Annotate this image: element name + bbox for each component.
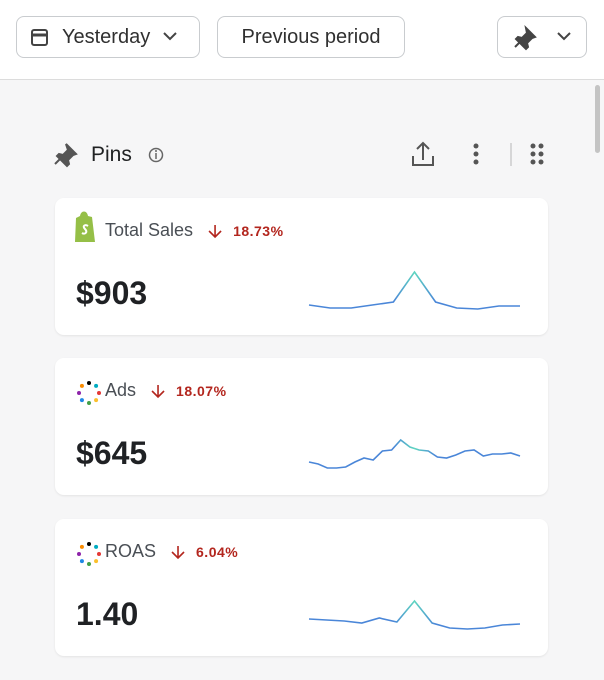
logo-dot bbox=[97, 552, 101, 556]
compare-label: Previous period bbox=[241, 25, 381, 48]
shopify-s bbox=[81, 224, 89, 235]
sparkline bbox=[308, 270, 520, 310]
shopify-icon bbox=[75, 211, 95, 242]
metric-change: 6.04% bbox=[196, 544, 239, 560]
header-icons bbox=[54, 141, 544, 168]
card-graphics bbox=[77, 381, 521, 469]
metric-value: $645 bbox=[76, 435, 148, 471]
logo-dot bbox=[79, 398, 84, 403]
date-label: Yesterday bbox=[62, 25, 151, 48]
metric-value: 1.40 bbox=[76, 596, 139, 632]
sparkline bbox=[308, 599, 521, 630]
logo-dot bbox=[77, 552, 81, 556]
metric-card[interactable]: Total Sales 18.73% $903 bbox=[55, 198, 548, 335]
logo-dot bbox=[79, 544, 84, 549]
pin-icon bbox=[514, 24, 571, 51]
scrollbar bbox=[595, 85, 600, 153]
metric-label: Ads bbox=[105, 380, 137, 400]
logo-dot bbox=[94, 544, 99, 549]
toolbar: Yesterday Previous period bbox=[0, 0, 604, 80]
metric-card[interactable]: ROAS 6.04% 1.40 bbox=[55, 519, 548, 656]
logo-dot bbox=[87, 562, 91, 566]
logo-dot bbox=[97, 391, 101, 395]
logo-dot bbox=[87, 401, 91, 405]
section-header: Pins bbox=[0, 140, 604, 170]
metric-value: $903 bbox=[76, 275, 148, 311]
metric-change: 18.73% bbox=[233, 223, 284, 239]
logo-dot bbox=[94, 559, 99, 564]
section-title: Pins bbox=[91, 143, 132, 166]
logo-dot bbox=[87, 542, 91, 546]
down-arrow bbox=[208, 225, 222, 239]
date-picker[interactable]: Yesterday bbox=[16, 16, 200, 58]
logo-dot bbox=[94, 398, 99, 403]
down-arrow bbox=[171, 546, 185, 560]
card-graphics bbox=[75, 211, 520, 310]
card-graphics bbox=[77, 542, 521, 630]
metric-change: 18.07% bbox=[176, 383, 227, 399]
chevron bbox=[163, 32, 177, 41]
calendar-icon bbox=[31, 29, 48, 46]
logo-dot bbox=[77, 391, 81, 395]
metric-label: Total Sales bbox=[105, 220, 194, 240]
pin-menu[interactable] bbox=[497, 16, 587, 58]
logo-dot bbox=[94, 383, 99, 388]
compare-button[interactable]: Previous period bbox=[217, 16, 405, 58]
logo-dot bbox=[87, 381, 91, 385]
down-arrow bbox=[151, 385, 165, 399]
metric-card[interactable]: Ads 18.07% $645 bbox=[55, 358, 548, 495]
sparkline bbox=[308, 438, 521, 469]
logo-dot bbox=[79, 383, 84, 388]
metric-label: ROAS bbox=[105, 541, 157, 561]
logo-dot bbox=[79, 559, 84, 564]
